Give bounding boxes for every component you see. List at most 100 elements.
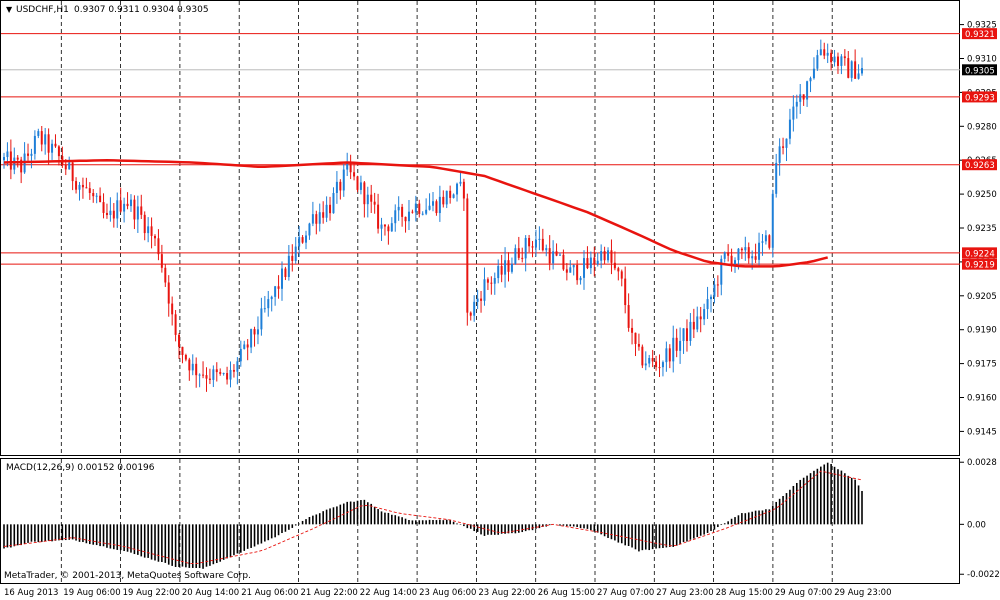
candle-body	[404, 216, 407, 222]
candle-body	[795, 101, 798, 107]
candle-body	[359, 182, 362, 190]
candle-body	[521, 257, 524, 259]
candle-body	[483, 279, 486, 301]
moving-average-line	[3, 158, 829, 268]
candle-body	[637, 343, 640, 347]
candle-body	[57, 146, 60, 157]
macd-tick-label: 0.0028	[967, 458, 997, 468]
price-tick-label: 0.9325	[967, 21, 997, 31]
candle-body	[92, 193, 95, 197]
candle-body	[445, 190, 448, 205]
candle-body	[332, 193, 335, 214]
symbol-label: USDCHF,H1	[16, 5, 69, 15]
price-panel[interactable]	[0, 0, 960, 456]
candle-body	[157, 238, 160, 255]
candle-body	[569, 267, 572, 273]
level-tag-label: 0.9321	[965, 30, 995, 40]
candle-body	[806, 81, 809, 100]
candle-body	[236, 361, 239, 372]
time-tick-label: 22 Aug 14:00	[360, 588, 417, 598]
time-tick-label: 19 Aug 06:00	[63, 588, 120, 598]
candle-body	[819, 49, 822, 56]
time-tick-label: 21 Aug 22:00	[301, 588, 358, 598]
candle-body	[81, 184, 84, 188]
candle-body	[462, 181, 465, 199]
level-tag	[962, 247, 997, 259]
candle-body	[195, 363, 198, 376]
collapse-arrow-icon[interactable]: ▼	[6, 5, 13, 14]
candle-body	[44, 134, 47, 145]
candle-body	[734, 260, 737, 266]
price-tick-label: 0.9190	[967, 326, 997, 336]
candle-body	[226, 373, 229, 380]
candle-body	[370, 194, 373, 202]
candle-body	[579, 277, 582, 281]
candle-body	[854, 61, 857, 79]
candle-body	[119, 200, 122, 212]
candle-body	[572, 264, 575, 268]
time-tick-label: 26 Aug 15:00	[538, 588, 595, 598]
candle-body	[329, 204, 332, 214]
candle-body	[27, 153, 30, 156]
candle-body	[428, 205, 431, 210]
candle-body	[432, 201, 434, 206]
candle-body	[665, 348, 668, 363]
candle-body	[651, 358, 654, 362]
price-tick-label: 0.9145	[967, 427, 997, 437]
candle-body	[246, 344, 249, 348]
candle-body	[88, 188, 91, 194]
candle-body	[318, 212, 321, 224]
candle-body	[85, 187, 88, 189]
macd-tick-label: -0.00225	[967, 570, 1000, 580]
candle-body	[466, 198, 469, 313]
copyright-label: MetaTrader, © 2001-2013, MetaQuotes Soft…	[4, 571, 251, 581]
candle-body	[782, 146, 785, 148]
candle-body	[123, 203, 126, 212]
candle-body	[850, 61, 853, 78]
candle-body	[452, 194, 455, 198]
candle-body	[552, 251, 555, 264]
price-tags: 0.9321 0.9293 0.9263 0.9224 0.9219 0.9305	[962, 28, 997, 271]
candle-body	[9, 151, 12, 170]
candle-body	[507, 260, 510, 272]
candle-body	[603, 251, 606, 261]
candle-body	[102, 202, 105, 213]
candle-body	[335, 181, 338, 194]
price-tick-label: 0.9235	[967, 224, 997, 234]
candle-body	[771, 193, 774, 248]
candle-body	[401, 206, 404, 217]
candle-body	[709, 296, 712, 300]
candle-body	[456, 183, 459, 195]
macd-panel[interactable]	[0, 458, 960, 584]
candle-body	[126, 203, 129, 207]
candle-body	[64, 164, 67, 170]
candle-body	[284, 268, 287, 278]
candle-body	[620, 271, 623, 279]
candle-body	[377, 204, 380, 229]
price-tick-label: 0.9250	[967, 190, 997, 200]
candle-body	[33, 135, 36, 154]
candle-body	[325, 204, 328, 218]
candle-body	[380, 224, 383, 229]
candle-body	[740, 248, 743, 251]
candle-body	[823, 49, 826, 56]
time-tick-label: 29 Aug 23:00	[834, 588, 891, 598]
candle-body	[311, 214, 314, 224]
candle-body	[754, 256, 757, 260]
ohlc-label: 0.9307 0.9311 0.9304 0.9305	[74, 5, 209, 15]
candle-body	[661, 362, 664, 368]
candle-body	[775, 162, 778, 194]
candle-body	[617, 268, 620, 272]
candle-body	[682, 328, 685, 341]
candle-body	[672, 337, 675, 362]
candle-body	[171, 303, 174, 315]
time-tick-label: 21 Aug 06:00	[241, 588, 298, 598]
candle-body	[394, 210, 397, 224]
candle-body	[555, 251, 558, 256]
candle-body	[843, 56, 846, 59]
candle-body	[315, 214, 318, 224]
candle-body	[857, 73, 860, 79]
candle-body	[133, 199, 136, 220]
current-price-tag	[962, 64, 997, 76]
